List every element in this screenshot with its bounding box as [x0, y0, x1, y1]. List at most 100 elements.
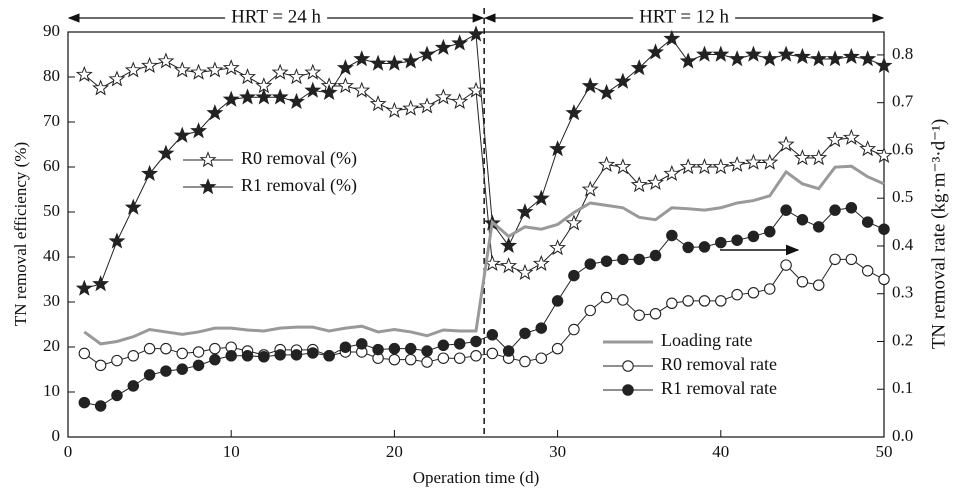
point	[614, 158, 632, 175]
y-tick-label: 70	[43, 111, 60, 130]
point	[372, 343, 384, 356]
point	[598, 155, 616, 172]
point	[108, 232, 126, 249]
point	[747, 287, 760, 299]
point	[744, 153, 762, 170]
point	[565, 104, 583, 121]
annotation-label: HRT = 12 h	[639, 6, 729, 27]
point	[451, 92, 469, 109]
point	[239, 88, 257, 105]
y-tick-label: 10	[43, 381, 60, 400]
series-line	[84, 207, 885, 407]
point	[875, 56, 893, 73]
point	[320, 83, 338, 100]
point	[209, 342, 221, 355]
x-tick-label: 30	[549, 442, 566, 461]
point	[549, 239, 567, 256]
point	[160, 365, 172, 377]
point	[225, 350, 237, 362]
point	[731, 234, 743, 246]
point	[304, 81, 322, 98]
point	[127, 350, 140, 362]
point	[453, 352, 466, 364]
point	[845, 253, 858, 266]
point	[647, 173, 665, 190]
point	[421, 356, 433, 368]
point	[451, 34, 469, 51]
point	[192, 359, 205, 372]
point	[502, 345, 515, 357]
point	[274, 349, 286, 361]
point	[369, 54, 387, 71]
point	[568, 269, 580, 282]
point	[777, 135, 795, 152]
point	[793, 47, 811, 64]
point	[617, 294, 629, 306]
annotation-label: HRT = 24 h	[231, 6, 321, 27]
y2-tick-label: 0.7	[892, 92, 914, 111]
y-tick-label: 60	[43, 156, 60, 175]
point	[747, 230, 760, 243]
point	[859, 140, 877, 157]
point	[388, 353, 401, 366]
point	[764, 225, 776, 238]
point	[812, 221, 825, 233]
point	[258, 351, 270, 363]
point	[486, 329, 499, 341]
legend-label: R0 removal rate	[661, 354, 777, 374]
point	[222, 59, 240, 76]
point	[241, 350, 254, 362]
point	[600, 291, 613, 304]
point	[353, 50, 371, 67]
point	[141, 164, 159, 181]
point	[682, 295, 694, 307]
y-tick-label: 50	[43, 201, 60, 220]
point	[467, 25, 485, 42]
point	[437, 339, 450, 352]
point	[812, 279, 825, 291]
legend-marker	[199, 151, 217, 168]
legend-label: R0 removal (%)	[241, 148, 357, 169]
point	[532, 254, 550, 271]
point	[92, 79, 110, 96]
point	[568, 323, 580, 336]
point	[108, 70, 126, 87]
point	[712, 45, 730, 62]
point	[255, 88, 273, 105]
point	[369, 95, 387, 112]
point	[385, 101, 403, 118]
point	[271, 63, 289, 80]
point	[780, 259, 792, 271]
point	[356, 338, 368, 350]
y-tick-label: 0	[52, 426, 61, 445]
point	[663, 29, 681, 46]
point	[75, 279, 93, 296]
point	[418, 97, 436, 114]
point	[434, 88, 452, 105]
x-tick-label: 10	[223, 442, 240, 461]
point	[307, 347, 319, 359]
y2-axis-label: TN removal rate (kg·m⁻³·d⁻¹)	[928, 119, 949, 349]
point	[437, 352, 450, 364]
point	[385, 54, 403, 71]
point	[761, 50, 779, 67]
point	[78, 396, 91, 409]
point	[453, 338, 466, 350]
point	[127, 380, 140, 392]
point	[666, 229, 678, 242]
y-tick-label: 30	[43, 291, 60, 310]
point	[549, 140, 567, 157]
point	[728, 155, 746, 172]
point	[666, 297, 678, 310]
point	[630, 59, 648, 76]
point	[173, 61, 191, 78]
point	[878, 223, 890, 235]
legend-label: Loading rate	[661, 330, 752, 350]
point	[744, 45, 762, 62]
x-tick-label: 40	[712, 442, 729, 461]
point	[470, 335, 482, 348]
point	[796, 276, 809, 288]
x-tick-label: 0	[64, 442, 73, 461]
y2-tick-label: 0.5	[892, 187, 913, 206]
point	[698, 295, 711, 307]
